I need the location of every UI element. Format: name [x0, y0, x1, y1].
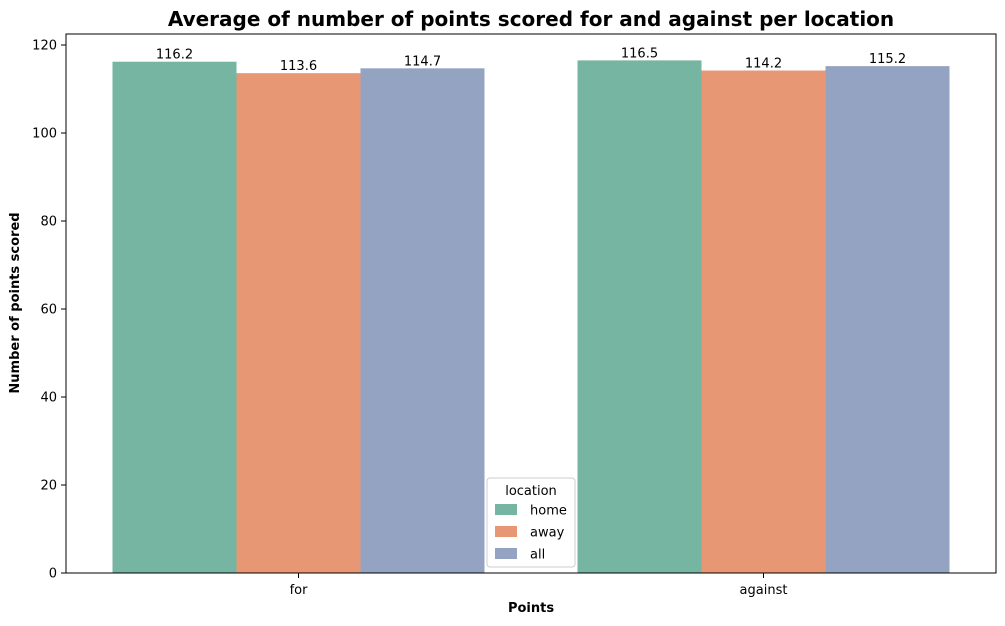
x-axis-ticks: for against: [290, 573, 788, 598]
y-tick-label: 120: [32, 39, 57, 54]
legend-label-away: away: [530, 526, 565, 541]
x-axis-label: Points: [508, 601, 554, 616]
legend-box: [486, 477, 576, 568]
bar-value-label-away-against: 114.2: [745, 57, 782, 72]
legend-label-all: all: [530, 548, 545, 563]
legend-swatch-away: [495, 526, 517, 537]
bar-value-label-all-for: 114.7: [404, 54, 441, 69]
x-tick-label-against: against: [740, 583, 788, 598]
legend-items: home away all: [495, 504, 567, 563]
y-tick-label: 20: [40, 479, 57, 494]
y-tick-label: 100: [32, 127, 57, 142]
legend: location home away all: [486, 477, 576, 568]
legend-swatch-home: [495, 504, 517, 515]
legend-swatch-all: [495, 548, 517, 559]
bars-group: [112, 60, 950, 574]
y-tick-label: 40: [40, 391, 57, 406]
bar-all-for: [360, 68, 485, 573]
bar-away-against: [701, 70, 826, 574]
y-tick-label: 60: [40, 303, 57, 318]
plot-frame: [65, 33, 997, 574]
bar-value-label-home-for: 116.2: [156, 48, 193, 63]
y-tick-label: 80: [40, 215, 57, 230]
y-tick-label: 0: [49, 567, 57, 582]
bar-value-label-away-for: 113.6: [280, 59, 317, 74]
bar-home-for: [112, 61, 237, 573]
bar-home-against: [577, 60, 702, 573]
bar-labels-group: 116.2 113.6 114.7 116.5 114.2 115.2: [156, 46, 906, 74]
bar-value-label-all-against: 115.2: [869, 52, 906, 67]
legend-label-home: home: [530, 504, 567, 519]
bar-away-for: [236, 73, 361, 573]
y-axis-ticks: 0 20 40 60 80 100 120: [32, 39, 66, 582]
chart-title: Average of number of points scored for a…: [168, 7, 894, 31]
x-tick-label-for: for: [290, 583, 309, 598]
bar-value-label-home-against: 116.5: [621, 46, 658, 61]
legend-title: location: [505, 484, 557, 499]
bar-all-against: [825, 66, 950, 574]
y-axis-label: Number of points scored: [8, 212, 23, 393]
